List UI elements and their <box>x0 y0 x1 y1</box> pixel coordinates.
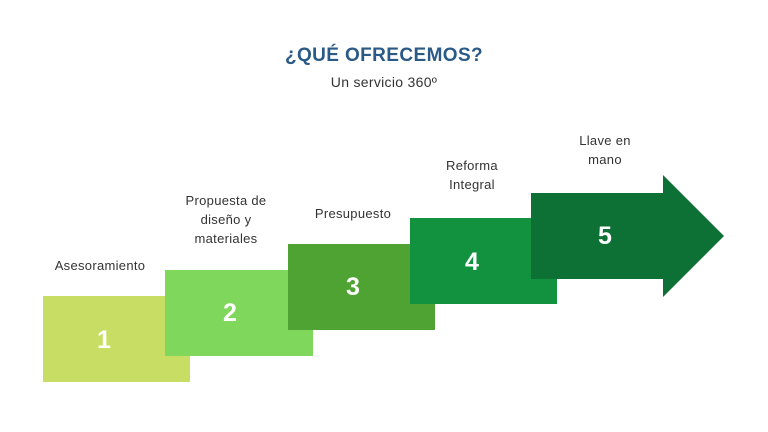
step-5 <box>531 175 724 297</box>
step-1-label: Asesoramiento <box>54 258 146 273</box>
step-2-number: 2 <box>223 299 237 327</box>
step-5-number: 5 <box>598 222 612 250</box>
step-4-label: Reforma Integral <box>446 158 498 192</box>
step-1-number: 1 <box>97 326 111 354</box>
step-5-label: Llave en mano <box>579 133 631 167</box>
step-2-label: Propuesta de diseño y materiales <box>185 193 267 246</box>
step-3-label: Presupuesto <box>314 206 392 221</box>
step-3-number: 3 <box>346 273 360 301</box>
step-4-number: 4 <box>465 248 479 276</box>
page-subtitle: Un servicio 360º <box>330 74 438 90</box>
step-5-arrow <box>531 175 724 297</box>
page-title: ¿QUÉ OFRECEMOS? <box>284 45 484 66</box>
